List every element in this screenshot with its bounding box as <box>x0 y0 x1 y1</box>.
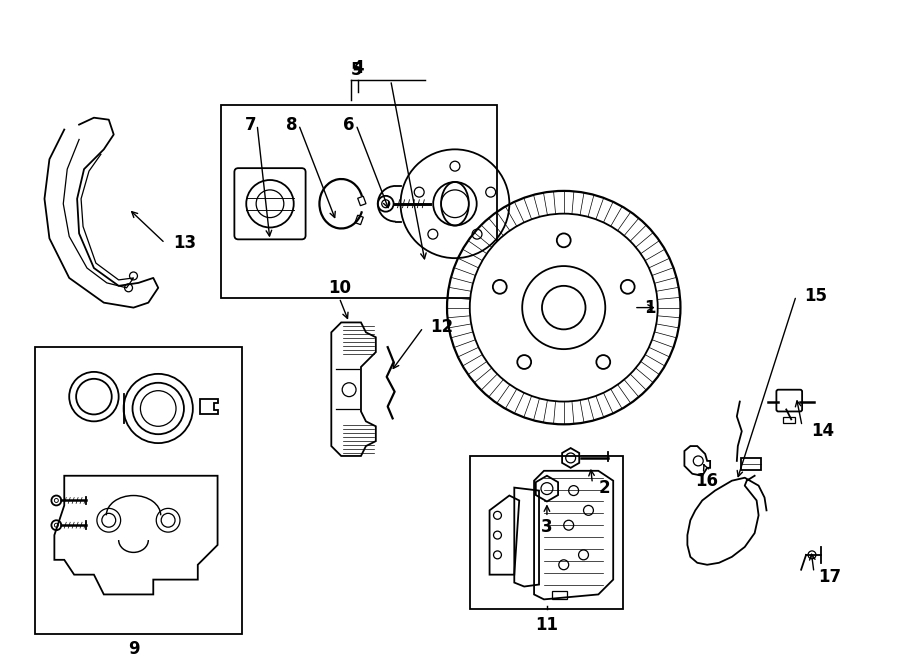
Text: 4: 4 <box>352 59 364 77</box>
Bar <box>741 458 760 470</box>
Text: 16: 16 <box>696 472 719 490</box>
Text: 9: 9 <box>128 640 140 658</box>
Bar <box>357 196 366 206</box>
Bar <box>470 456 623 609</box>
Text: 7: 7 <box>245 116 256 134</box>
Text: 15: 15 <box>804 287 827 305</box>
Circle shape <box>470 214 658 402</box>
Text: 5: 5 <box>350 61 362 79</box>
Text: 3: 3 <box>541 518 553 536</box>
Bar <box>34 347 242 634</box>
Text: 2: 2 <box>598 479 610 496</box>
Text: 11: 11 <box>536 616 558 634</box>
Bar <box>220 105 498 297</box>
Text: 17: 17 <box>818 568 842 586</box>
Bar <box>552 592 567 600</box>
Text: 14: 14 <box>811 422 834 440</box>
Text: 8: 8 <box>286 116 298 134</box>
Circle shape <box>522 266 606 349</box>
Text: 12: 12 <box>430 319 454 336</box>
Text: 1: 1 <box>644 299 655 317</box>
Bar <box>355 215 364 225</box>
Text: 10: 10 <box>328 279 351 297</box>
Bar <box>783 417 796 423</box>
Text: 13: 13 <box>173 234 196 253</box>
Text: 6: 6 <box>344 116 355 134</box>
